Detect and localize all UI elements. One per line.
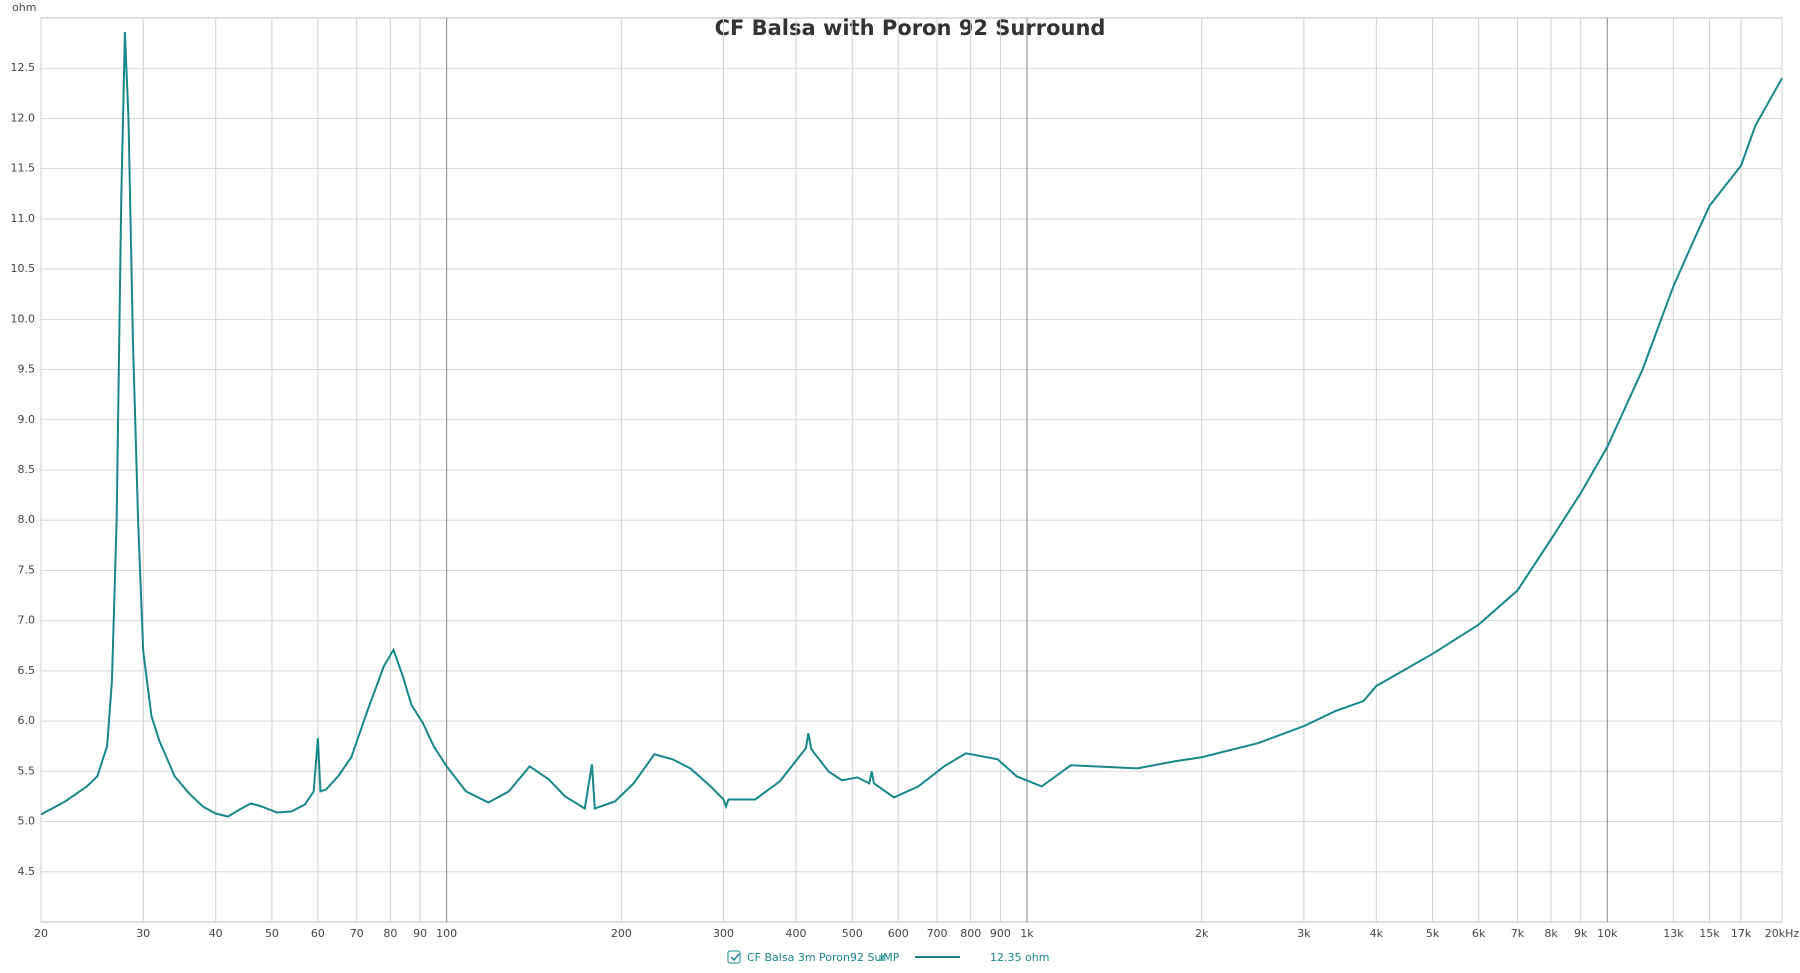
x-tick-label: 40	[209, 927, 223, 940]
y-tick-label: 10.5	[11, 262, 36, 275]
y-tick-label: 6.0	[18, 714, 36, 727]
x-tick-label: 15k	[1699, 927, 1720, 940]
y-tick-label: 11.0	[11, 212, 36, 225]
x-tick-label: 7k	[1511, 927, 1525, 940]
y-tick-label: 12.0	[11, 111, 36, 124]
legend-label[interactable]: CF Balsa 3m Poron92 Sur	[747, 951, 886, 964]
impedance-line	[40, 32, 1783, 818]
x-tick-label: 60	[311, 927, 325, 940]
x-tick-label: 100	[436, 927, 457, 940]
legend-measurement: IMP	[880, 951, 900, 964]
x-tick-label: 1k	[1020, 927, 1034, 940]
y-tick-label: 6.5	[18, 664, 36, 677]
x-tick-label: 800	[960, 927, 981, 940]
check-mark	[730, 953, 740, 962]
x-tick-label: 8k	[1544, 927, 1558, 940]
y-tick-label: 10.0	[11, 312, 36, 325]
x-tick-label: 13k	[1663, 927, 1684, 940]
x-tick-label: 20	[34, 927, 48, 940]
y-tick-label: 8.0	[18, 513, 36, 526]
y-tick-label: 8.5	[18, 463, 36, 476]
x-tick-label: 6k	[1472, 927, 1486, 940]
x-tick-label: 50	[265, 927, 279, 940]
x-tick-label: 300	[713, 927, 734, 940]
y-tick-label: 5.5	[18, 764, 36, 777]
x-tick-label: 3k	[1297, 927, 1311, 940]
x-tick-label: 200	[611, 927, 632, 940]
x-tick-label: 30	[136, 927, 150, 940]
x-tick-label: 90	[413, 927, 427, 940]
x-tick-label: 700	[927, 927, 948, 940]
x-tick-label: 400	[786, 927, 807, 940]
y-tick-label: 7.5	[18, 563, 36, 576]
x-tick-label: 80	[383, 927, 397, 940]
x-tick-label: 2k	[1195, 927, 1209, 940]
legend: CF Balsa 3m Poron92 Sur IMP 12.35 ohm	[727, 950, 1049, 964]
x-tick-label: 20kHz	[1765, 927, 1800, 940]
x-tick-label: 70	[350, 927, 364, 940]
x-tick-label: 17k	[1731, 927, 1752, 940]
y-axis-label: ohm	[12, 1, 36, 14]
x-tick-label: 5k	[1426, 927, 1440, 940]
legend-readout: 12.35 ohm	[990, 951, 1049, 964]
legend-checkbox[interactable]	[727, 950, 741, 964]
y-tick-label: 4.5	[18, 865, 36, 878]
x-tick-label: 600	[888, 927, 909, 940]
y-tick-label: 5.0	[18, 815, 36, 828]
x-tick-label: 10k	[1597, 927, 1618, 940]
x-tick-label: 9k	[1574, 927, 1588, 940]
y-tick-label: 9.0	[18, 413, 36, 426]
x-tick-label: 500	[842, 927, 863, 940]
y-tick-label: 11.5	[11, 162, 36, 175]
x-tick-label: 4k	[1370, 927, 1384, 940]
y-tick-label: 12.5	[11, 61, 36, 74]
chart-title: CF Balsa with Poron 92 Surround	[715, 16, 1106, 40]
y-tick-label: 7.0	[18, 614, 36, 627]
y-tick-label: 9.5	[18, 363, 36, 376]
x-tick-label: 900	[990, 927, 1011, 940]
